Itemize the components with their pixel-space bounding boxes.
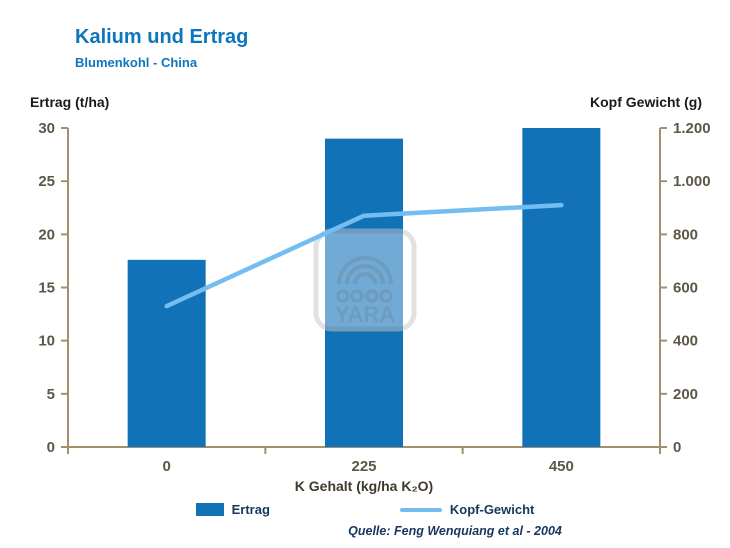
right-tick-label: 1.000: [673, 173, 711, 190]
right-tick-label: 600: [673, 280, 698, 297]
left-tick-label: 25: [38, 173, 55, 190]
left-axis-title: Ertrag (t/ha): [30, 94, 110, 110]
left-tick-label: 15: [38, 280, 55, 297]
bar-0: [127, 259, 206, 447]
chart-subtitle: Blumenkohl - China: [75, 55, 198, 70]
left-tick-label: 30: [38, 120, 55, 137]
chart-title: Kalium und Ertrag: [75, 26, 249, 48]
legend-item-kopf-gewicht: Kopf-Gewicht: [399, 502, 535, 517]
right-tick-label: 0: [673, 439, 681, 456]
legend-item-ertrag: Ertrag: [195, 502, 270, 517]
chart-canvas: 0 5 10 15 20 25 30 0 200 400 600 800 1.000 1.200 0 225 4…: [38, 120, 711, 475]
legend-label: Ertrag: [231, 502, 270, 517]
left-tick-label: 5: [47, 386, 55, 403]
x-category-label: 225: [351, 458, 376, 475]
svg-text:YARA: YARA: [335, 302, 395, 327]
yara-watermark-logo: YARA: [313, 228, 417, 332]
left-tick-label: 0: [47, 439, 55, 456]
right-axis-title: Kopf Gewicht (g): [590, 94, 702, 110]
left-tick-label: 20: [38, 226, 55, 243]
x-category-label: 450: [549, 458, 574, 475]
x-axis-title: K Gehalt (kg/ha K₂O): [294, 478, 434, 494]
legend-swatch-line: [399, 507, 442, 512]
x-category-label: 0: [162, 458, 170, 475]
line-series-kopf-gewicht: [164, 202, 564, 309]
source-citation: Quelle: Feng Wenquiang et al - 2004: [348, 524, 562, 538]
right-tick-label: 400: [673, 333, 698, 350]
legend-swatch-bar: [195, 503, 224, 516]
left-tick-label: 10: [38, 333, 55, 350]
chart-legend: Ertrag Kopf-Gewicht: [0, 502, 730, 517]
legend-label: Kopf-Gewicht: [449, 502, 535, 517]
bar-450: [522, 128, 601, 447]
right-tick-label: 200: [673, 386, 698, 403]
right-tick-label: 800: [673, 226, 698, 243]
right-tick-label: 1.200: [673, 120, 711, 137]
